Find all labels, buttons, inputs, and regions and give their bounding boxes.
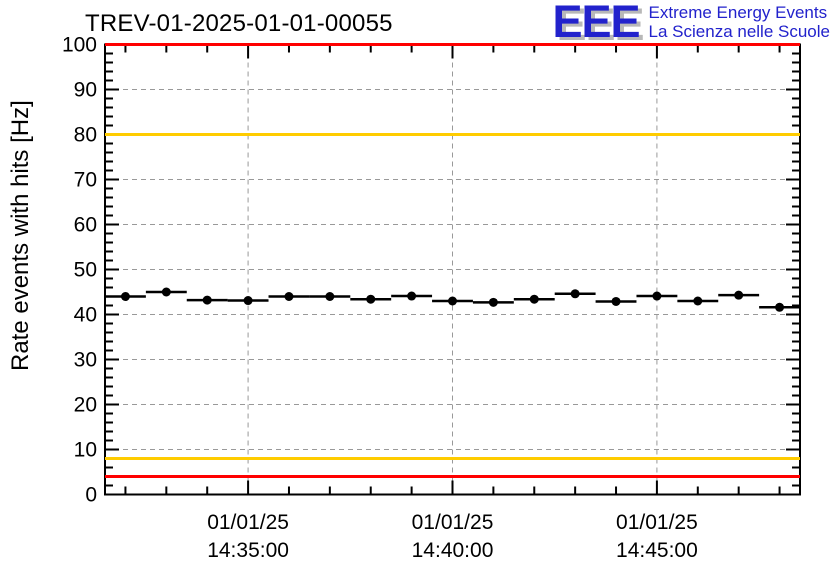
data-point <box>488 297 498 307</box>
y-tick-label: 0 <box>85 484 97 507</box>
chart-title: TREV-01-2025-01-01-00055 <box>85 10 393 37</box>
data-point <box>775 302 785 312</box>
data-point <box>325 292 335 301</box>
eee-logo-line1: Extreme Energy Events <box>648 2 828 22</box>
data-point <box>202 295 212 305</box>
y-tick-label: 80 <box>74 124 97 147</box>
y-tick-label: 30 <box>74 349 97 372</box>
data-point <box>652 291 662 301</box>
data-point <box>734 290 744 300</box>
data-point <box>448 296 457 306</box>
x-tick-date-label: 01/01/25 <box>412 511 494 534</box>
data-point <box>529 294 539 304</box>
y-tick-label: 40 <box>74 304 97 327</box>
y-tick-label: 90 <box>74 79 97 102</box>
x-tick-time-label: 14:45:00 <box>616 539 698 562</box>
data-point <box>284 292 294 301</box>
y-tick-label: 50 <box>74 259 97 282</box>
data-point <box>161 287 171 297</box>
data-point <box>407 291 417 301</box>
x-tick-time-label: 14:35:00 <box>207 539 289 562</box>
y-tick-label: 60 <box>74 214 97 237</box>
eee-logo: EEE Extreme Energy Events La Scienza nel… <box>552 0 830 47</box>
x-tick-date-label: 01/01/25 <box>207 511 289 534</box>
data-point <box>120 292 130 301</box>
eee-logo-acronym: EEE <box>552 0 640 47</box>
y-tick-label: 100 <box>62 34 97 57</box>
y-tick-label: 20 <box>74 394 97 417</box>
eee-logo-text: Extreme Energy Events La Scienza nelle S… <box>649 3 830 42</box>
eee-logo-line2: La Scienza nelle Scuole <box>648 22 830 41</box>
y-tick-label: 10 <box>74 439 97 462</box>
x-tick-date-label: 01/01/25 <box>616 511 698 534</box>
data-point <box>243 296 253 306</box>
data-point <box>693 296 703 306</box>
data-point <box>611 296 621 306</box>
y-tick-label: 70 <box>74 169 97 192</box>
data-point <box>366 294 376 304</box>
data-point <box>570 289 580 299</box>
x-tick-time-label: 14:40:00 <box>412 539 494 562</box>
